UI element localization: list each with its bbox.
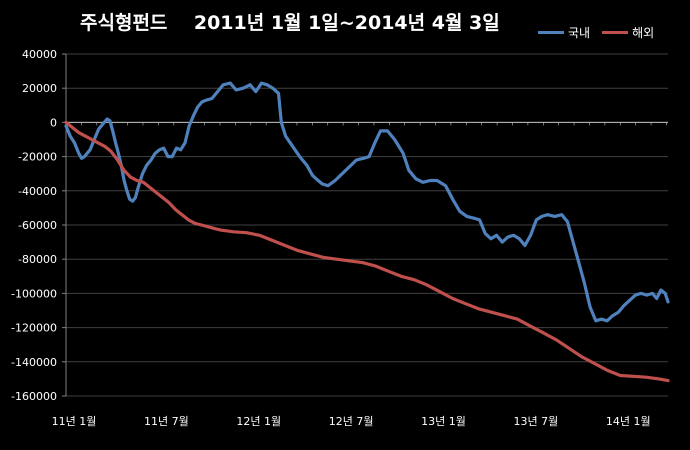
legend-swatch-overseas	[602, 31, 629, 34]
y-tick-label: -100000	[11, 287, 57, 300]
chart-title: 주식형펀드 2011년 1월 1일~2014년 4월 3일	[80, 12, 500, 34]
series-line-overseas	[64, 120, 670, 383]
x-tick-label: 11년 7월	[144, 415, 189, 428]
y-tick-label: 0	[50, 116, 57, 129]
legend-item-overseas: 해외	[602, 24, 654, 41]
y-tick-label: -160000	[11, 390, 57, 403]
legend-label-domestic: 국내	[568, 26, 591, 40]
legend-item-domestic: 국내	[538, 24, 590, 41]
x-tick-label: 13년 1월	[421, 415, 466, 428]
y-tick-label: -20000	[18, 151, 57, 164]
legend-swatch-domestic	[538, 31, 564, 34]
x-tick-label: 13년 7월	[514, 415, 559, 428]
y-tick-label: 40000	[22, 48, 57, 61]
legend: 국내 해외	[538, 24, 654, 41]
y-tick-label: 20000	[22, 82, 57, 95]
y-tick-label: -60000	[18, 219, 57, 232]
x-tick-label: 12년 7월	[329, 415, 374, 428]
y-tick-label: -140000	[11, 356, 57, 369]
x-tick-label: 11년 1월	[52, 415, 97, 428]
y-tick-label: -40000	[18, 185, 57, 198]
legend-label-overseas: 해외	[632, 26, 655, 40]
series-line-domestic	[64, 81, 670, 323]
x-tick-label: 14년 1월	[606, 415, 651, 428]
y-tick-label: -80000	[18, 253, 57, 266]
x-tick-label: 12년 1월	[236, 415, 281, 428]
y-tick-label: -120000	[11, 322, 57, 335]
